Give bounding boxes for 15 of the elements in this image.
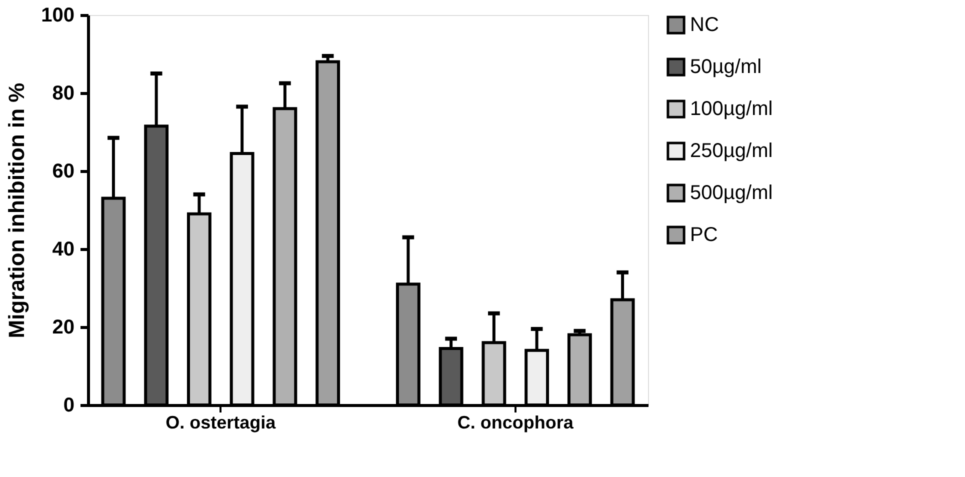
legend-label: 500µg/ml <box>690 182 773 204</box>
y-tick-label: 100 <box>41 4 74 26</box>
legend-label: 50µg/ml <box>690 56 762 78</box>
legend-label: 100µg/ml <box>690 98 773 120</box>
y-axis-title: Migration inhibition in % <box>4 82 30 338</box>
y-tick-label: 60 <box>52 160 74 182</box>
y-tick-label: 40 <box>52 238 74 260</box>
legend-label: 250µg/ml <box>690 140 773 162</box>
y-tick-label: 20 <box>52 316 74 338</box>
x-tick-label: O. ostertagia <box>166 412 277 432</box>
y-tick-label: 80 <box>52 82 74 104</box>
y-tick-label: 0 <box>63 394 74 416</box>
legend-label: PC <box>690 224 718 246</box>
legend-label: NC <box>690 14 719 36</box>
x-tick-label: C. oncophora <box>457 412 574 432</box>
